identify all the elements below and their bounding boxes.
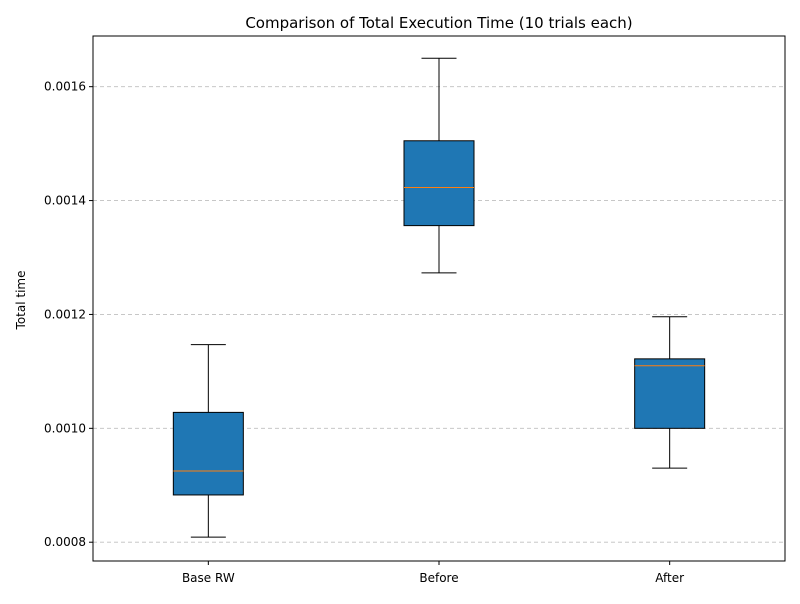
y-axis-label: Total time <box>14 271 28 331</box>
x-tick-label: Base RW <box>182 571 235 585</box>
y-axis-ticks: 0.0008 0.0010 0.0012 0.0014 0.0016 <box>44 80 93 549</box>
y-tick-label: 0.0014 <box>44 194 86 208</box>
y-tick-label: 0.0016 <box>44 80 86 94</box>
y-tick-label: 0.0010 <box>44 421 86 435</box>
box-plot-series <box>172 57 706 538</box>
chart-title: Comparison of Total Execution Time (10 t… <box>245 14 632 32</box>
box-base-rw <box>172 344 244 538</box>
x-axis-ticks: Base RW Before After <box>182 561 684 585</box>
interquartile-box <box>172 411 244 496</box>
box-before <box>403 57 475 274</box>
x-tick-label: Before <box>419 571 458 585</box>
interquartile-box <box>403 140 475 227</box>
box-after <box>634 316 706 469</box>
x-tick-label: After <box>655 571 684 585</box>
y-tick-label: 0.0012 <box>44 307 86 321</box>
interquartile-box <box>634 358 706 429</box>
y-tick-label: 0.0008 <box>44 535 86 549</box>
